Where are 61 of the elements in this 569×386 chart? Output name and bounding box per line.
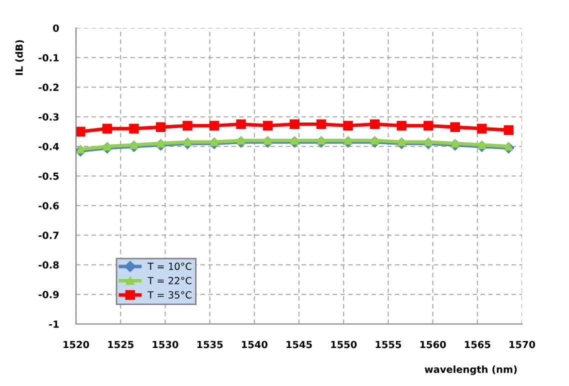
x-tick-label: 1525 bbox=[108, 340, 134, 348]
x-tick-label: 1570 bbox=[510, 340, 536, 348]
x-tick-label: 1560 bbox=[420, 340, 446, 348]
y-axis-title: IL (dB) bbox=[15, 40, 24, 75]
point bbox=[504, 142, 513, 151]
y-tick-label: -0.4 bbox=[38, 142, 59, 150]
legend-label: T = 22°C bbox=[148, 276, 192, 284]
point bbox=[370, 136, 379, 145]
y-tick-label: -0.9 bbox=[38, 290, 59, 298]
point bbox=[424, 138, 433, 146]
y-tick-label: 0 bbox=[53, 24, 59, 32]
y-tick-label: -0.3 bbox=[38, 113, 59, 121]
y-tick-label: -0.1 bbox=[38, 54, 59, 62]
point bbox=[478, 140, 486, 150]
point bbox=[290, 119, 300, 130]
point bbox=[396, 120, 406, 131]
point bbox=[156, 122, 166, 132]
point bbox=[477, 124, 487, 134]
point bbox=[316, 119, 326, 130]
point bbox=[129, 124, 139, 134]
point bbox=[76, 145, 85, 154]
point bbox=[236, 119, 246, 130]
x-tick-label: 1520 bbox=[64, 340, 90, 348]
y-tick-label: -0.2 bbox=[38, 84, 58, 92]
point bbox=[343, 120, 353, 131]
y-tick-label: -0.6 bbox=[38, 202, 59, 210]
point bbox=[183, 138, 192, 146]
legend-label: T = 35°C bbox=[148, 291, 192, 299]
point bbox=[76, 126, 86, 136]
x-tick-label: 1540 bbox=[242, 340, 268, 348]
x-axis-title: wavelength (nm) bbox=[424, 365, 517, 375]
point bbox=[397, 138, 406, 146]
point bbox=[370, 119, 380, 130]
point bbox=[102, 124, 112, 134]
point bbox=[210, 138, 218, 146]
point bbox=[156, 139, 165, 148]
y-tick-label: -1 bbox=[49, 320, 59, 328]
x-tick-label: 1550 bbox=[331, 340, 357, 348]
point bbox=[262, 120, 273, 131]
x-tick-label: 1545 bbox=[286, 340, 312, 348]
point bbox=[209, 120, 220, 131]
point bbox=[182, 120, 192, 131]
point bbox=[504, 125, 514, 135]
y-tick-label: -0.7 bbox=[38, 232, 59, 240]
y-tick-label: -0.8 bbox=[38, 261, 59, 269]
point bbox=[130, 140, 138, 150]
x-tick-label: 1535 bbox=[197, 340, 223, 348]
point bbox=[236, 136, 246, 145]
x-tick-label: 1530 bbox=[152, 340, 178, 348]
y-tick-label: -0.5 bbox=[38, 172, 59, 180]
point bbox=[264, 136, 272, 145]
point bbox=[317, 136, 326, 145]
point bbox=[344, 136, 352, 145]
x-tick-label: 1565 bbox=[464, 340, 490, 348]
x-tick-label: 1555 bbox=[376, 340, 402, 348]
point bbox=[450, 139, 460, 148]
point bbox=[423, 120, 434, 131]
point bbox=[290, 136, 299, 145]
point bbox=[450, 122, 460, 132]
legend-label: T = 10°C bbox=[148, 262, 192, 270]
point bbox=[103, 142, 112, 151]
